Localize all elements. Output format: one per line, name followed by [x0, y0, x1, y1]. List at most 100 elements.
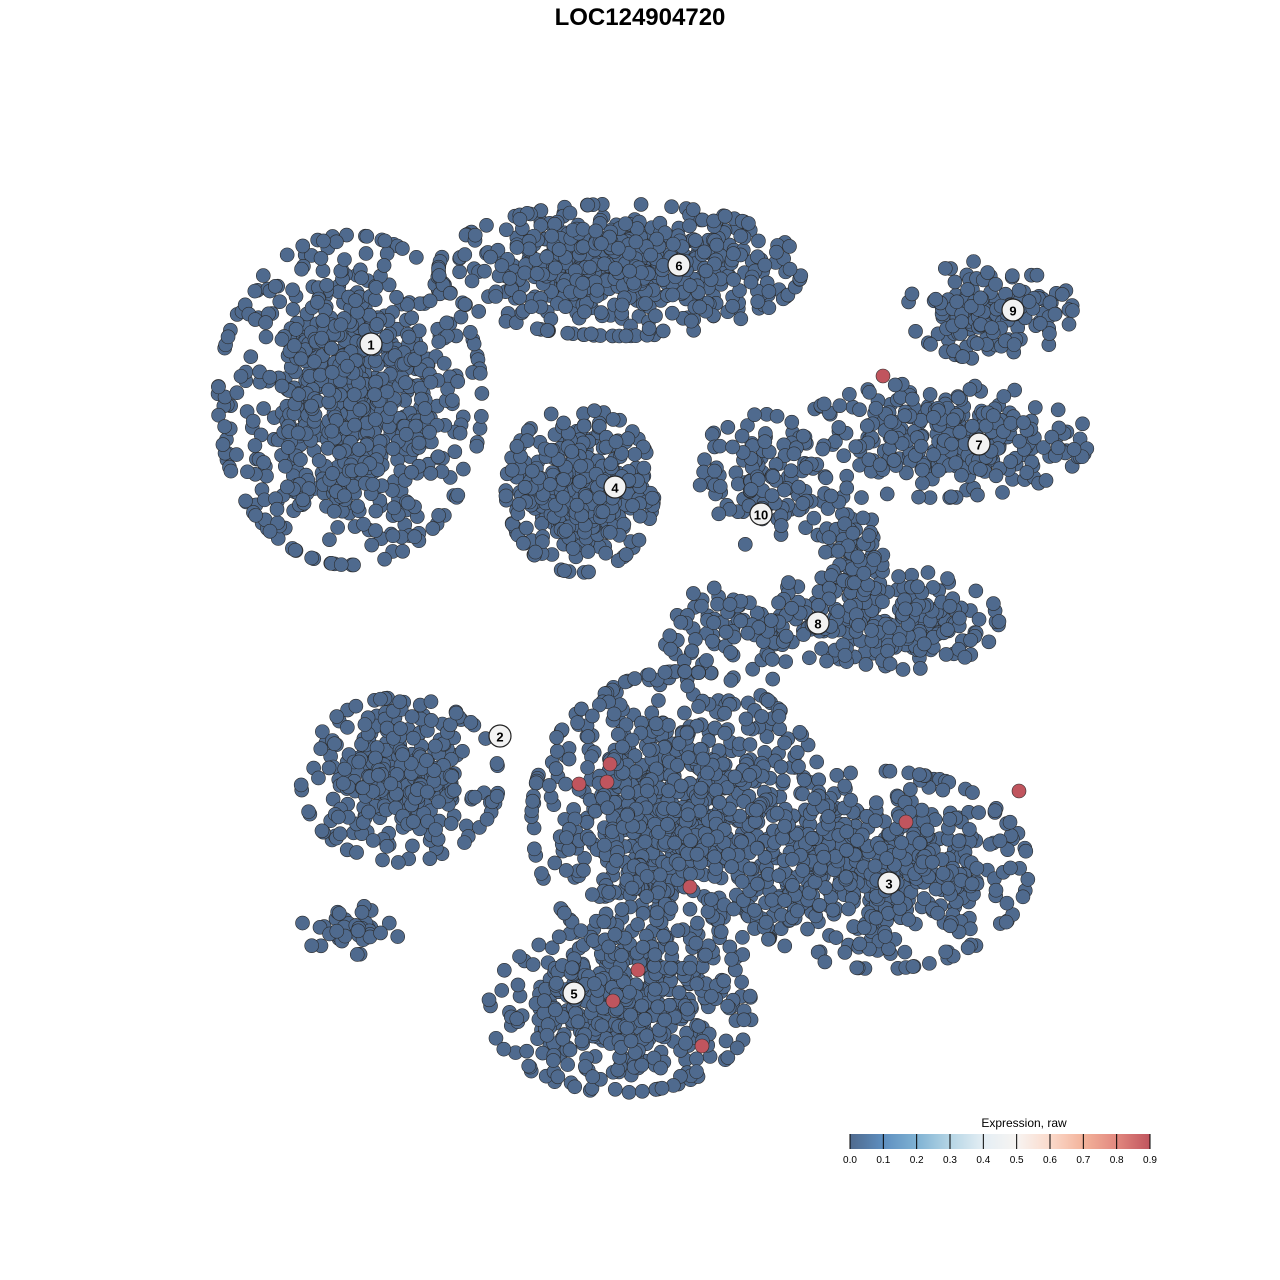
cell-point-cluster-5 [742, 861, 758, 877]
cell-point-cluster-5 [580, 729, 596, 744]
cell-point-cluster-8 [722, 597, 738, 612]
cell-point-cluster-1 [422, 293, 438, 309]
cell-point-cluster-1 [411, 435, 427, 451]
cell-point-cluster-1 [408, 418, 424, 434]
cell-point-cluster-2 [331, 809, 346, 825]
cell-point-cluster-5 [717, 725, 733, 741]
cell-point-cluster-5 [738, 711, 754, 727]
cell-point-cluster-5 [724, 951, 739, 967]
cell-point-cluster-6 [641, 321, 657, 336]
cell-point-cluster-5 [596, 914, 612, 930]
cell-point-cluster-10 [783, 463, 799, 478]
cell-point-cluster-7 [954, 468, 969, 483]
cell-point-cluster-1 [358, 246, 374, 261]
cell-point-cluster-7 [852, 402, 867, 417]
cell-point-cluster-1 [385, 441, 401, 457]
cell-point-cluster-4 [511, 496, 527, 512]
cell-point-cluster-6 [457, 297, 473, 312]
cell-point-cluster-1 [404, 464, 419, 480]
cell-point-cluster-1 [272, 294, 288, 309]
cell-point-cluster-2 [463, 715, 479, 730]
cell-point-cluster-4 [504, 462, 520, 478]
cell-point-cluster-1 [304, 398, 319, 414]
cell-point-cluster-1 [262, 369, 278, 385]
cell-point-cluster-7 [886, 453, 902, 468]
cell-point-cluster-1 [247, 283, 263, 299]
cell-point-cluster-1 [417, 401, 433, 416]
cell-point-cluster-2 [395, 747, 410, 763]
cell-point-cluster-4 [602, 525, 618, 540]
cell-point-cluster-2 [443, 816, 459, 831]
cell-point-cluster-1 [238, 493, 253, 509]
cell-point-cluster-1 [452, 425, 468, 441]
cell-point-cluster-4 [572, 474, 588, 489]
cell-point-cluster-1 [220, 329, 236, 345]
cell-point-cluster-4 [544, 442, 559, 458]
cell-point-cluster-2 [304, 938, 319, 953]
cell-point-cluster-1 [340, 358, 355, 374]
cell-point-cluster-2 [349, 947, 365, 962]
cell-point-cluster-3 [964, 876, 980, 892]
cell-point-cluster-7 [926, 447, 941, 462]
cell-point-cluster-1 [315, 263, 331, 279]
cell-point-cluster-6 [551, 242, 567, 257]
cell-point-cluster-3 [867, 858, 883, 874]
cell-point-cluster-3 [843, 792, 858, 808]
cell-point-cluster-6 [688, 233, 703, 248]
cell-point-cluster-8 [673, 615, 689, 630]
cell-point-cluster-6 [726, 272, 741, 287]
cell-point-cluster-1 [229, 385, 245, 401]
cell-point-cluster-2 [373, 691, 388, 707]
cell-point-cluster-3 [839, 842, 854, 858]
cell-point-cluster-5 [537, 993, 552, 1009]
cell-point-cluster-1 [268, 279, 283, 294]
cell-point-cluster-5 [630, 917, 645, 932]
cell-point-cluster-6 [502, 270, 518, 286]
cell-point-cluster-4 [542, 477, 558, 492]
cell-point-cluster-1 [369, 317, 385, 332]
cell-point-cluster-3 [828, 930, 844, 945]
cell-point-cluster-10 [737, 537, 753, 552]
cell-point-cluster-5 [727, 769, 743, 785]
cell-point-cluster-7 [911, 489, 926, 505]
cell-point-cluster-4 [517, 480, 533, 495]
cell-point-cluster-1 [350, 498, 365, 514]
cell-point-cluster-4 [556, 472, 571, 487]
cell-point-cluster-1 [295, 238, 311, 254]
cell-point-cluster-5 [551, 929, 567, 945]
cell-point-cluster-6 [696, 244, 712, 260]
cell-point-cluster-1 [285, 282, 300, 298]
cell-point-cluster-1 [453, 309, 469, 325]
cell-point-cluster-9 [969, 336, 985, 351]
cell-point-cluster-9 [1065, 303, 1080, 318]
cell-point-cluster-5 [594, 1018, 610, 1034]
cell-point-cluster-3 [938, 944, 953, 960]
cell-point-cluster-1 [422, 424, 437, 440]
cell-point-cluster-1 [324, 341, 339, 356]
cell-point-cluster-5 [546, 1053, 561, 1068]
cell-point-cluster-4 [516, 535, 531, 551]
cell-point-cluster-6 [622, 263, 637, 279]
cell-point-cluster-8 [986, 596, 1001, 611]
cell-point-cluster-7 [1028, 400, 1043, 415]
cell-point-cluster-5 [608, 965, 624, 981]
cell-point-cluster-8 [891, 632, 907, 647]
cell-point-cluster-6 [618, 216, 633, 231]
cell-point-cluster-4 [645, 490, 660, 506]
cell-point-cluster-5 [585, 708, 600, 724]
cell-point-cluster-5 [721, 847, 736, 862]
cell-point-cluster-7 [965, 418, 980, 434]
cell-point-cluster-1 [223, 463, 239, 479]
cell-point-cluster-7 [859, 418, 875, 434]
cell-point-cluster-5 [567, 1079, 583, 1095]
cell-point-cluster-3 [914, 802, 930, 818]
cell-point-cluster-3 [992, 833, 1008, 849]
cell-point-cluster-1 [354, 462, 369, 478]
cell-point-cluster-3 [998, 914, 1014, 930]
cell-point-cluster-2 [375, 852, 390, 868]
cell-point-cluster-3 [817, 954, 833, 970]
cell-point-cluster-1 [383, 401, 398, 416]
cell-point-cluster-6 [544, 228, 560, 244]
cell-point-cluster-5 [570, 1014, 586, 1030]
cell-point-cluster-6 [761, 284, 777, 299]
